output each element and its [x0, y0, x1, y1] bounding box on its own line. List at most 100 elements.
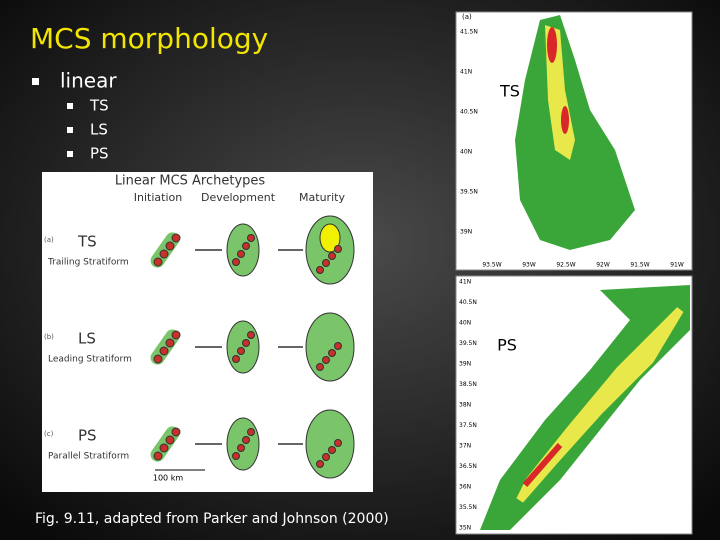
radar-label: TS [499, 82, 520, 101]
lat-label: 39.5N [459, 340, 477, 347]
cell-mature [305, 312, 355, 382]
row-name: Trailing Stratiform [47, 258, 129, 268]
cell [237, 347, 245, 355]
cell [165, 338, 175, 348]
lat-label: 35.5N [459, 504, 477, 511]
cell-band [226, 320, 260, 374]
archetype-figure: Linear MCS Archetypes Initiation Developm… [42, 172, 373, 492]
cell [159, 346, 169, 356]
lon-label: 91W [670, 262, 684, 269]
cell [328, 349, 336, 357]
sub-bullet-text: TS [89, 97, 109, 115]
echo [515, 15, 635, 250]
cell [322, 356, 330, 364]
cell [153, 451, 163, 461]
cell [153, 354, 163, 364]
cell [171, 233, 181, 243]
lat-label: 39N [460, 229, 472, 236]
lat-label: 41.5N [460, 29, 478, 36]
row-abbr: LS [78, 330, 96, 348]
cell [328, 252, 336, 260]
caption: Fig. 9.11, adapted from Parker and Johns… [35, 511, 389, 527]
sub-bullet-text: PS [90, 145, 109, 163]
cell [316, 266, 324, 274]
echo [547, 27, 557, 63]
cell [322, 259, 330, 267]
cell [153, 257, 163, 267]
map-border [455, 11, 693, 271]
sub-bullets: TS LS PS [67, 97, 109, 163]
sub-bullet-text: LS [90, 121, 108, 139]
radar-label: PS [497, 336, 517, 355]
cell [316, 460, 324, 468]
radar-top: (a) 41.5N 41N 40.5N 40N 39.5N 39N 93.5W 93W 92.5… [455, 11, 693, 271]
lat-label: 40N [459, 320, 471, 327]
cell [237, 250, 245, 258]
lat-label: 35N [459, 525, 471, 532]
panel-tag: (a) [462, 13, 472, 21]
lon-label: 91.5W [630, 262, 649, 269]
cell [334, 245, 342, 253]
lat-label: 40.5N [460, 109, 478, 116]
slide-title: MCS morphology [30, 22, 268, 55]
echo [522, 443, 563, 487]
row-name: Parallel Stratiform [48, 452, 129, 462]
cell [242, 436, 250, 444]
row-abbr: PS [78, 427, 97, 445]
lat-label: 40.5N [459, 299, 477, 306]
cell [247, 331, 255, 339]
cell [232, 355, 240, 363]
cell [171, 427, 181, 437]
cell [334, 342, 342, 350]
cell [237, 444, 245, 452]
lat-label: 38.5N [459, 381, 477, 388]
stage-label: Development [201, 191, 276, 204]
cell [328, 446, 336, 454]
row-abbr: TS [77, 233, 97, 251]
cell [322, 453, 330, 461]
lat-label: 39N [459, 361, 471, 368]
bullet-text: linear [60, 69, 117, 93]
cell [159, 249, 169, 259]
scale-label: 100 km [153, 474, 183, 483]
cell [316, 363, 324, 371]
cell [171, 330, 181, 340]
echo [561, 106, 569, 134]
row-tag: (b) [44, 333, 54, 341]
stage-label: Initiation [134, 191, 182, 204]
lat-label: 36.5N [459, 463, 477, 470]
cell [334, 439, 342, 447]
lon-label: 93W [522, 262, 536, 269]
cell [242, 242, 250, 250]
cell-band [226, 417, 260, 471]
bullet [67, 103, 73, 109]
cell [242, 339, 250, 347]
lat-label: 39.5N [460, 189, 478, 196]
cell [232, 452, 240, 460]
bullet [67, 151, 73, 157]
stratiform [319, 223, 341, 253]
cell-mature [305, 409, 355, 479]
echo [516, 307, 684, 503]
row-name: Leading Stratiform [48, 355, 132, 365]
row-tag: (a) [44, 236, 54, 244]
bullet [32, 78, 39, 85]
bullet [67, 127, 73, 133]
lon-label: 92.5W [556, 262, 575, 269]
cell [159, 443, 169, 453]
lat-label: 37N [459, 443, 471, 450]
cell-band [226, 223, 260, 277]
lat-label: 36N [459, 484, 471, 491]
lat-label: 41N [460, 69, 472, 76]
cell [247, 428, 255, 436]
lon-label: 92W [596, 262, 610, 269]
cell [232, 258, 240, 266]
lat-label: 38N [459, 402, 471, 409]
lat-label: 41N [459, 279, 471, 286]
cell [247, 234, 255, 242]
cell [165, 435, 175, 445]
radar-bottom: 41N 40.5N 40N 39.5N 39N 38.5N 38N 37.5N 37N 36.5N… [455, 275, 693, 535]
figure-title: Linear MCS Archetypes [115, 174, 266, 189]
lon-label: 93.5W [482, 262, 501, 269]
